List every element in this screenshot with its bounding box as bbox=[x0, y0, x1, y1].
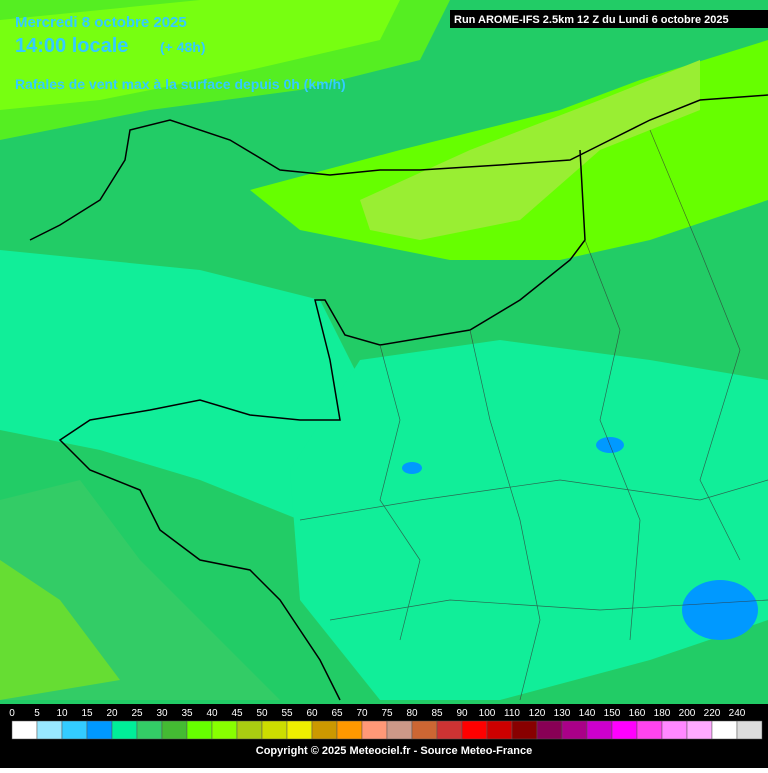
legend-swatch bbox=[661, 720, 688, 740]
legend-swatch bbox=[186, 720, 213, 740]
legend-swatch bbox=[736, 720, 763, 740]
legend-swatch bbox=[111, 720, 138, 740]
legend-swatch bbox=[586, 720, 613, 740]
legend-swatch bbox=[386, 720, 413, 740]
legend-swatch bbox=[336, 720, 363, 740]
legend-tick: 65 bbox=[331, 708, 343, 719]
legend-tick: 85 bbox=[431, 708, 443, 719]
legend-swatch bbox=[711, 720, 738, 740]
legend-tick: 15 bbox=[81, 708, 93, 719]
legend-tick: 50 bbox=[256, 708, 268, 719]
borders bbox=[299, 129, 768, 701]
legend-tick: 20 bbox=[106, 708, 118, 719]
legend-swatch bbox=[311, 720, 338, 740]
forecast-date: Mercredi 8 octobre 2025 bbox=[15, 14, 187, 31]
run-info: Run AROME-IFS 2.5km 12 Z du Lundi 6 octo… bbox=[454, 14, 729, 26]
legend-tick: 60 bbox=[306, 708, 318, 719]
legend-swatch bbox=[686, 720, 713, 740]
wind-zone bbox=[360, 60, 700, 240]
legend-swatch bbox=[636, 720, 663, 740]
legend-tick: 90 bbox=[456, 708, 468, 719]
legend-tick: 160 bbox=[629, 708, 646, 719]
legend-tick: 200 bbox=[679, 708, 696, 719]
legend-tick: 180 bbox=[654, 708, 671, 719]
legend-swatch bbox=[236, 720, 263, 740]
legend-swatch bbox=[286, 720, 313, 740]
legend-swatch bbox=[361, 720, 388, 740]
coastline bbox=[29, 94, 768, 241]
legend-tick: 45 bbox=[231, 708, 243, 719]
legend-swatch bbox=[611, 720, 638, 740]
legend-tick: 70 bbox=[356, 708, 368, 719]
legend-tick: 140 bbox=[579, 708, 596, 719]
legend-tick: 40 bbox=[206, 708, 218, 719]
legend-tick: 35 bbox=[181, 708, 193, 719]
legend-tick: 220 bbox=[704, 708, 721, 719]
legend-tick: 150 bbox=[604, 708, 621, 719]
wind-zone bbox=[682, 580, 758, 640]
legend-swatch bbox=[86, 720, 113, 740]
legend-tick: 240 bbox=[729, 708, 746, 719]
legend-tick: 30 bbox=[156, 708, 168, 719]
legend-tick: 120 bbox=[529, 708, 546, 719]
legend: 0 5 10 15 20 25 30 35 40 45 50 55 60 65 70 75 80 85 90 100 1… bbox=[9, 708, 763, 740]
legend-swatch bbox=[536, 720, 563, 740]
legend-tick: 55 bbox=[281, 708, 293, 719]
legend-swatch bbox=[136, 720, 163, 740]
wind-zone bbox=[0, 560, 120, 700]
legend-swatch bbox=[261, 720, 288, 740]
copyright: Copyright © 2025 Meteociel.fr - Source M… bbox=[256, 745, 532, 757]
legend-swatch bbox=[436, 720, 463, 740]
legend-swatch bbox=[511, 720, 538, 740]
legend-swatch bbox=[561, 720, 588, 740]
legend-tick: 0 bbox=[9, 708, 15, 719]
forecast-time: 14:00 locale bbox=[15, 35, 128, 57]
wind-zone bbox=[0, 250, 400, 520]
wind-zone bbox=[0, 0, 400, 110]
lead-time: (+ 48h) bbox=[160, 39, 206, 55]
legend-tick: 10 bbox=[56, 708, 68, 719]
legend-swatch bbox=[11, 720, 38, 740]
legend-swatch bbox=[411, 720, 438, 740]
legend-tick: 80 bbox=[406, 708, 418, 719]
legend-tick: 130 bbox=[554, 708, 571, 719]
coastline bbox=[58, 149, 586, 701]
legend-tick: 5 bbox=[34, 708, 40, 719]
parameter: Rafales de vent max à la surface depuis … bbox=[15, 76, 346, 92]
run-banner bbox=[450, 10, 768, 28]
wind-zone bbox=[290, 340, 768, 700]
legend-swatch bbox=[61, 720, 88, 740]
legend-tick: 100 bbox=[479, 708, 496, 719]
legend-tick: 75 bbox=[381, 708, 393, 719]
legend-swatch bbox=[211, 720, 238, 740]
legend-swatch bbox=[36, 720, 63, 740]
wind-zone bbox=[402, 462, 422, 474]
legend-swatch bbox=[486, 720, 513, 740]
legend-swatch bbox=[161, 720, 188, 740]
legend-swatch bbox=[461, 720, 488, 740]
legend-tick: 25 bbox=[131, 708, 143, 719]
legend-tick: 110 bbox=[504, 708, 520, 719]
